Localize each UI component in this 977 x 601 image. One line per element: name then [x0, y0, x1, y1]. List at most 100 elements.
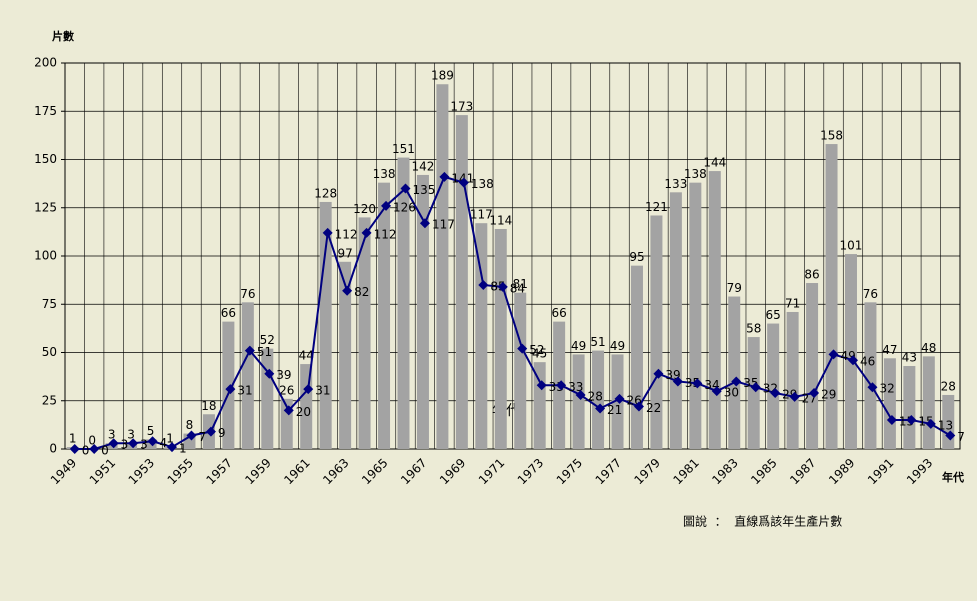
- line-marker: [69, 444, 80, 454]
- bar-value-label: 128: [314, 186, 337, 200]
- line-value-label: 138: [471, 177, 494, 191]
- line-value-label: 9: [218, 426, 226, 440]
- line-value-label: 0: [101, 444, 109, 458]
- bar: [261, 348, 274, 449]
- bar: [767, 323, 780, 449]
- line-value-label: 3: [140, 438, 148, 452]
- bar: [728, 296, 741, 449]
- x-tick-label: 1987: [787, 456, 818, 487]
- bar-value-label: 66: [552, 306, 567, 320]
- x-tick-label: 1961: [281, 456, 312, 487]
- bar: [494, 228, 507, 449]
- line-marker: [303, 384, 314, 395]
- bar-value-label: 49: [571, 339, 586, 353]
- line-marker: [770, 388, 781, 399]
- line-marker: [186, 430, 197, 441]
- bar: [455, 115, 468, 450]
- x-tick-label: 1965: [359, 456, 390, 487]
- line-marker: [789, 391, 800, 402]
- x-tick-label: 1993: [904, 456, 935, 487]
- line-marker: [556, 380, 567, 391]
- line-marker: [809, 388, 820, 399]
- bar-value-label: 79: [727, 281, 742, 295]
- line-value-label: 112: [374, 227, 397, 241]
- bar: [222, 321, 235, 449]
- line-marker: [711, 386, 722, 397]
- bar-value-label: 3: [127, 428, 135, 442]
- bar-value-label: 51: [590, 335, 605, 349]
- bar-value-label: 173: [450, 100, 473, 114]
- line-marker: [614, 393, 625, 404]
- bar-value-label: 48: [921, 341, 936, 355]
- bar: [806, 283, 819, 449]
- line-marker: [731, 376, 742, 387]
- bar: [669, 192, 682, 449]
- line-marker: [322, 227, 333, 238]
- bar-value-label: 95: [629, 250, 644, 264]
- line-marker: [517, 343, 528, 354]
- line-marker: [906, 415, 917, 426]
- line-marker: [653, 368, 664, 379]
- x-tick-label: 1969: [437, 456, 468, 487]
- x-tick-label: 1979: [632, 456, 663, 487]
- line-value-label: 141: [451, 171, 474, 185]
- y-tick-label: 50: [42, 345, 57, 359]
- line-value-label: 117: [432, 218, 455, 232]
- line-marker: [497, 281, 508, 292]
- y-axis-label: 片數: [52, 29, 74, 43]
- x-tick-label: 1971: [476, 456, 507, 487]
- bar: [825, 144, 838, 449]
- line-marker: [945, 430, 956, 441]
- y-tick-label: 150: [34, 152, 57, 166]
- bar-value-label: 66: [221, 306, 236, 320]
- bar: [844, 254, 857, 449]
- bar: [241, 302, 254, 449]
- line-value-label: 46: [860, 355, 875, 369]
- y-tick-label: 175: [34, 104, 57, 118]
- caption: 圖說 ： 直線爲該年生產片數: [683, 514, 842, 529]
- bar-value-label: 138: [684, 167, 707, 181]
- line-value-label: 1: [179, 442, 187, 456]
- bar-value-label: 86: [804, 268, 819, 282]
- line-value-label: 32: [879, 382, 894, 396]
- line-marker: [458, 177, 469, 188]
- bar-value-label: 133: [664, 177, 687, 191]
- line-value-label: 31: [237, 384, 252, 398]
- y-tick-label: 100: [34, 249, 57, 263]
- bar-value-label: 138: [373, 167, 396, 181]
- line-marker: [886, 415, 897, 426]
- bar-value-label: 1: [166, 432, 174, 446]
- bar-value-label: 81: [513, 277, 528, 291]
- bar-value-label: 121: [645, 200, 668, 214]
- line-value-label: 20: [296, 405, 311, 419]
- bar-value-label: 142: [411, 159, 434, 173]
- bar-value-label: 65: [766, 308, 781, 322]
- x-tick-label: 1983: [709, 456, 740, 487]
- line-marker: [400, 183, 411, 194]
- line-marker: [847, 355, 858, 366]
- line-value-label: 51: [257, 345, 272, 359]
- bar-value-label: 158: [820, 129, 843, 143]
- bar-value-label: 151: [392, 142, 415, 156]
- bar-value-label: 97: [337, 246, 352, 260]
- bar-value-label: 120: [353, 202, 376, 216]
- bar: [650, 215, 663, 449]
- bar: [339, 261, 352, 449]
- x-tick-label: 1957: [203, 456, 234, 487]
- bar: [514, 292, 527, 449]
- line-marker: [205, 426, 216, 437]
- line-marker: [575, 389, 586, 400]
- bar-value-label: 26: [279, 383, 294, 397]
- bar-value-label: 49: [610, 339, 625, 353]
- line-value-label: 30: [724, 386, 739, 400]
- line-value-label: 28: [588, 389, 603, 403]
- line-marker: [89, 444, 100, 454]
- line-value-label: 112: [335, 227, 358, 241]
- bar: [708, 171, 721, 449]
- bar-value-label: 0: [88, 434, 96, 448]
- bar: [903, 366, 916, 449]
- line-marker: [633, 401, 644, 412]
- line-value-label: 39: [276, 368, 291, 382]
- bar-value-label: 45: [532, 347, 547, 361]
